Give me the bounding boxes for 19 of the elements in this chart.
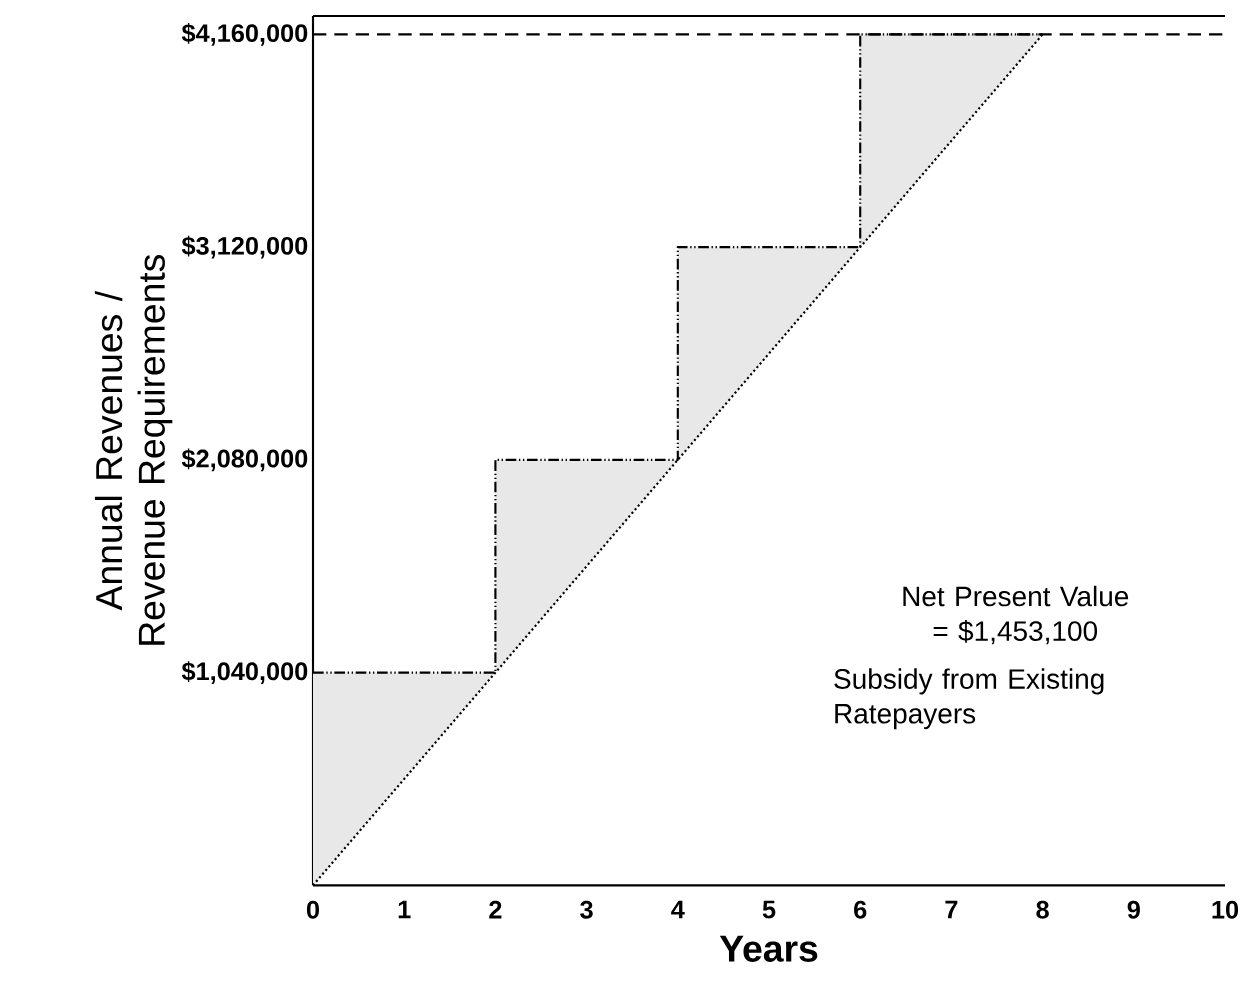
x-tick-label: 3: [580, 900, 593, 919]
y-tick-label: $1,040,000: [181, 661, 308, 684]
annotation: Net Present Value = $1,453,100: [903, 585, 1129, 645]
y-axis-title: Annual Revenues / Revenue Requirements: [94, 254, 173, 645]
annotation: Subsidy from Existing Ratepayers: [834, 668, 1104, 730]
x-tick-label: 9: [1127, 900, 1140, 919]
x-tick-label: 8: [1036, 900, 1049, 919]
x-tick-label: 1: [398, 900, 411, 919]
y-tick-label: $3,120,000: [181, 235, 308, 259]
x-tick-label: 2: [489, 900, 502, 919]
y-tick-label: $4,160,000: [181, 23, 308, 46]
x-axis-title: Years: [719, 935, 818, 962]
x-tick-label: 4: [671, 900, 685, 919]
x-tick-label: 7: [945, 900, 958, 919]
x-tick-label: 10: [1212, 900, 1239, 919]
x-tick-label: 0: [306, 900, 320, 919]
x-tick-label: 6: [854, 900, 867, 919]
x-tick-label: 5: [762, 900, 776, 919]
y-tick-label: $2,080,000: [181, 448, 308, 472]
